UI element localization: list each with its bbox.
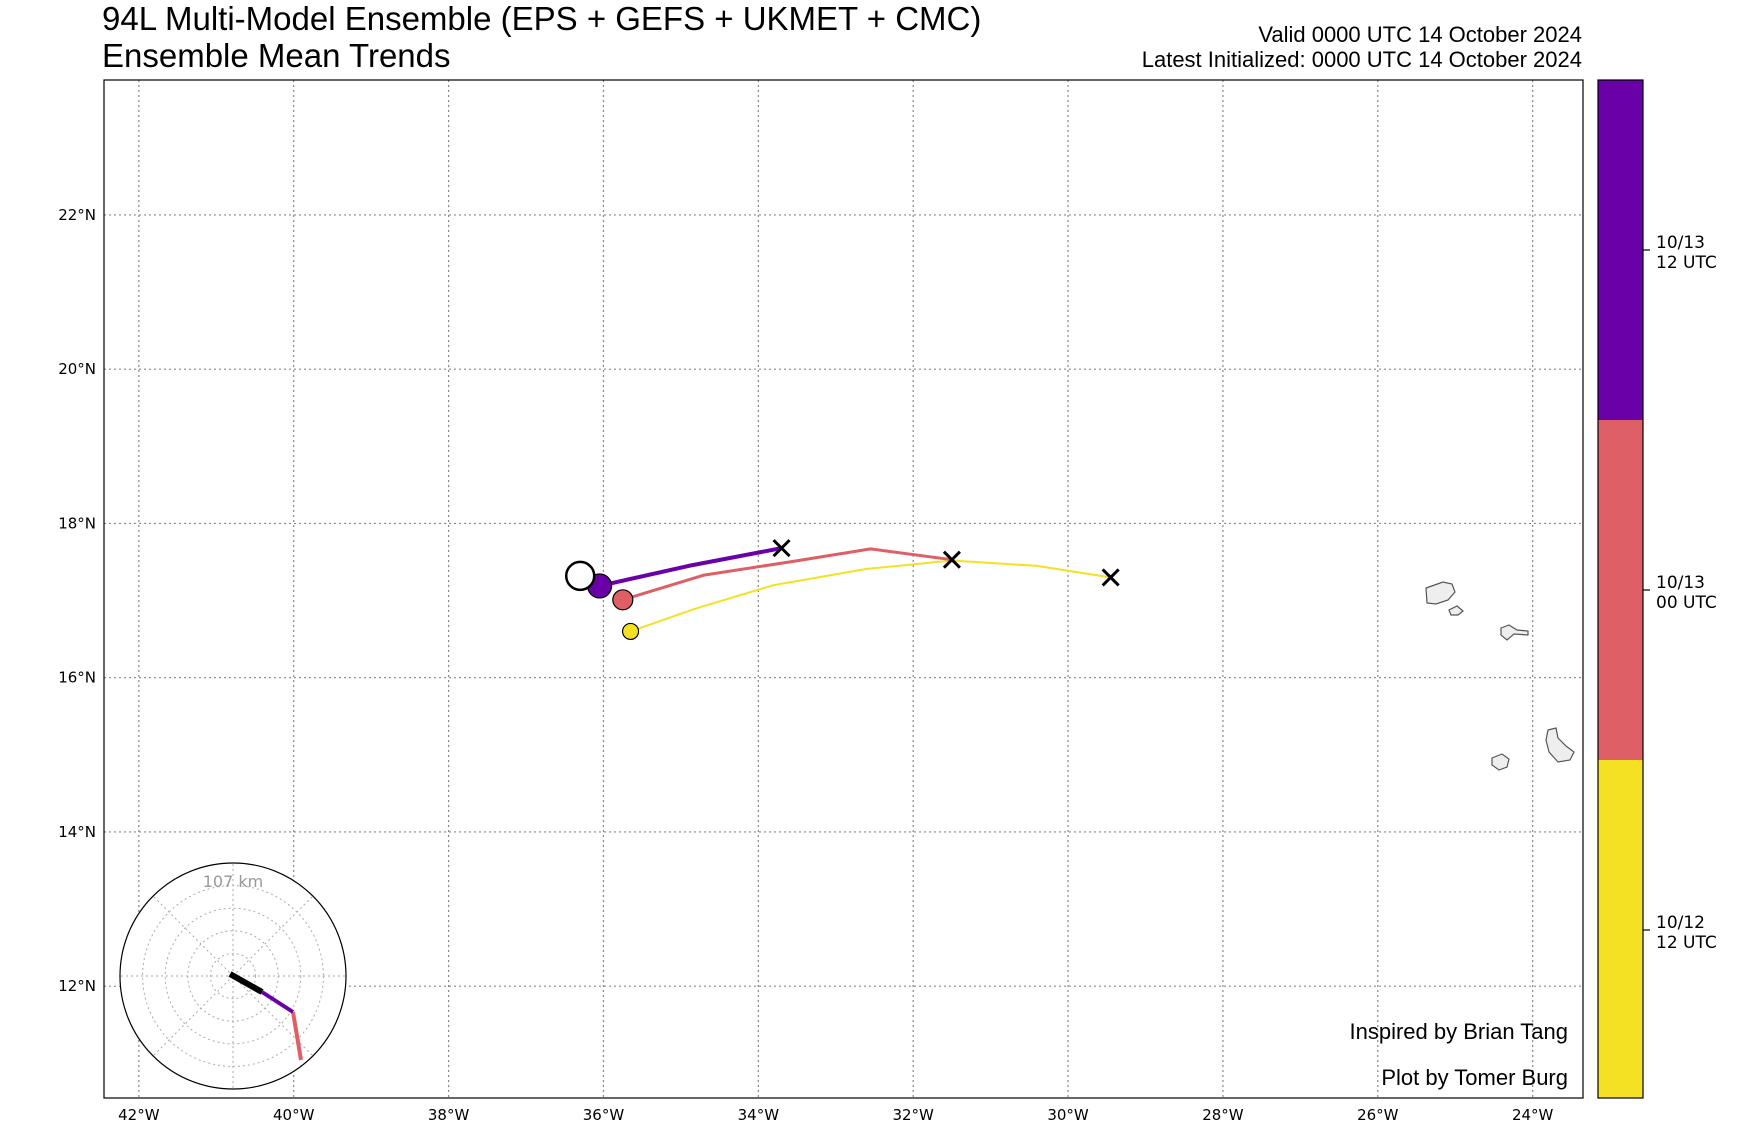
lat-tick-label: 18°N [58, 514, 96, 532]
credit-plot-by: Plot by Tomer Burg [1381, 1065, 1568, 1090]
polar-spoke [232, 895, 314, 977]
track-end-marker [772, 539, 791, 558]
lon-tick-label: 28°W [1202, 1106, 1244, 1124]
colorbar-segment-00z-13 [1598, 420, 1643, 760]
track-line [621, 547, 954, 602]
axis-tick-labels: 42°W 40°W 38°W 36°W 34°W 32°W 30°W 28°W 26°W 24°W… [58, 206, 1553, 1124]
polar-inset: 107 km [119, 862, 347, 1090]
lon-tick-label: 32°W [892, 1106, 934, 1124]
lon-tick-label: 30°W [1047, 1106, 1089, 1124]
credit-inspired: Inspired by Brian Tang [1349, 1019, 1568, 1044]
lat-tick-label: 12°N [58, 977, 96, 995]
colorbar-label-2-time: 00 UTC [1656, 593, 1717, 613]
island-sao-nicolau [1500, 624, 1529, 641]
colorbar-label-1-date: 10/13 [1656, 233, 1705, 253]
grid-lines [104, 80, 1583, 1098]
lon-tick-label: 36°W [583, 1106, 625, 1124]
colorbar-label-1-time: 12 UTC [1656, 253, 1717, 273]
polar-trend-12z [260, 990, 295, 1014]
polar-radius-label: 107 km [203, 872, 263, 891]
island-santo-antao [1425, 581, 1456, 605]
valid-time: Valid 0000 UTC 14 October 2024 [1258, 22, 1582, 47]
colorbar-label-3-date: 10/12 [1656, 913, 1705, 933]
track-markers [564, 539, 1120, 641]
island-fogo [1491, 753, 1510, 771]
polar-trend-latest [228, 971, 264, 995]
chart-subtitle: Ensemble Mean Trends [102, 37, 451, 74]
lon-tick-label: 34°W [738, 1106, 780, 1124]
polar-spoke [232, 975, 314, 1057]
lon-tick-label: 26°W [1357, 1106, 1399, 1124]
land-masses [1425, 581, 1575, 771]
lat-tick-label: 22°N [58, 206, 96, 224]
polar-spoke [152, 975, 234, 1057]
colorbar-frame [1597, 79, 1644, 1099]
polar-trend-00z [291, 1011, 303, 1061]
lat-tick-label: 14°N [58, 823, 96, 841]
chart-title: 94L Multi-Model Ensemble (EPS + GEFS + U… [102, 0, 982, 37]
track-line [597, 546, 784, 588]
track-end-marker [942, 550, 961, 569]
colorbar-segment-12z-13 [1598, 80, 1643, 420]
lat-tick-label: 20°N [58, 360, 96, 378]
track-line [629, 559, 1112, 633]
lat-tick-label: 16°N [58, 669, 96, 687]
track-end-marker [1101, 568, 1120, 587]
lon-tick-label: 42°W [118, 1106, 160, 1124]
map-frame [103, 79, 1584, 1099]
colorbar-label-2-date: 10/13 [1656, 573, 1705, 593]
island-sao-vicente [1448, 605, 1464, 616]
colorbar: 10/13 12 UTC 10/13 00 UTC 10/12 12 UTC [1597, 79, 1717, 1099]
track-start-marker [612, 589, 634, 611]
lon-tick-label: 38°W [428, 1106, 470, 1124]
colorbar-label-3-time: 12 UTC [1656, 933, 1717, 953]
track-lines [597, 546, 1112, 633]
latest-position-marker [564, 560, 596, 592]
island-santiago [1545, 727, 1575, 763]
polar-spoke [152, 895, 234, 977]
lon-tick-label: 40°W [273, 1106, 315, 1124]
track-start-marker [621, 622, 640, 641]
colorbar-segment-12z-12 [1598, 760, 1643, 1098]
initialized-time: Latest Initialized: 0000 UTC 14 October … [1141, 47, 1582, 72]
lon-tick-label: 24°W [1512, 1106, 1554, 1124]
